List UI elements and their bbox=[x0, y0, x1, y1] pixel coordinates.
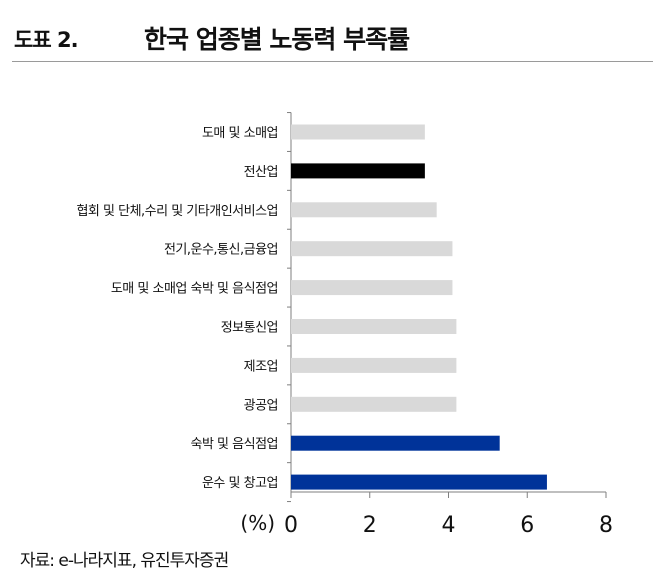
category-label: 정보통신업 bbox=[221, 321, 278, 336]
category-label: 숙박 및 음식점업 bbox=[191, 437, 279, 452]
category-label: 도매 및 소매업 숙박 및 음식점업 bbox=[111, 282, 278, 297]
value-tick-label: 6 bbox=[520, 513, 534, 538]
category-label: 광공업 bbox=[244, 398, 278, 413]
unit-label: (%) bbox=[240, 511, 275, 535]
bar bbox=[291, 435, 500, 451]
category-label: 전산업 bbox=[244, 165, 278, 180]
header-divider bbox=[12, 61, 653, 62]
bar bbox=[291, 319, 457, 334]
bar bbox=[291, 124, 425, 140]
category-label: 전기,운수,통신,금융업 bbox=[164, 243, 278, 258]
bar bbox=[291, 163, 425, 179]
value-tick-label: 2 bbox=[363, 513, 377, 538]
value-tick-label: 4 bbox=[442, 513, 456, 538]
category-label: 도매 및 소매업 bbox=[202, 126, 278, 141]
source-note: 자료: e-나라지표, 유진투자증권 bbox=[20, 551, 229, 571]
category-label: 제조업 bbox=[244, 359, 278, 374]
bar bbox=[291, 241, 453, 257]
bar bbox=[291, 357, 457, 373]
figure-label: 도표 2. bbox=[14, 28, 79, 52]
bar bbox=[291, 474, 547, 490]
value-tick-label: 0 bbox=[284, 513, 298, 538]
bar bbox=[291, 396, 457, 412]
figure-header: 도표 2. 한국 업종별 노동력 부족률 bbox=[14, 20, 654, 60]
category-label: 운수 및 창고업 bbox=[202, 476, 278, 491]
bar bbox=[291, 280, 453, 296]
figure-title: 한국 업종별 노동력 부족률 bbox=[144, 25, 410, 54]
category-label: 협회 및 단체,수리 및 기타개인서비스업 bbox=[76, 204, 278, 219]
value-tick-label: 8 bbox=[599, 513, 613, 538]
bar bbox=[291, 202, 437, 218]
